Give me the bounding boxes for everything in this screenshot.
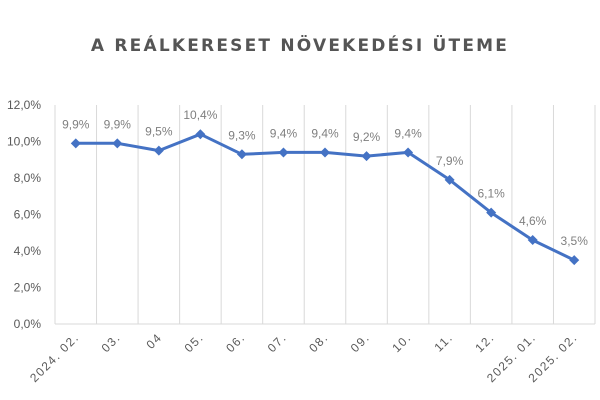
x-tick-label: 06.	[223, 330, 248, 355]
data-point-marker	[112, 138, 123, 149]
data-point-marker	[444, 174, 455, 185]
data-label: 9,9%	[62, 117, 90, 131]
data-label: 9,4%	[270, 126, 298, 140]
data-points	[70, 129, 580, 266]
x-tick-label: 10.	[389, 330, 414, 355]
data-label: 10,4%	[183, 108, 217, 122]
data-point-marker	[403, 147, 414, 158]
x-tick-label: 04	[144, 330, 165, 351]
x-tick-label: 11.	[431, 330, 455, 354]
data-point-marker	[278, 147, 289, 158]
data-label: 9,2%	[353, 130, 381, 144]
data-label: 7,9%	[436, 154, 464, 168]
data-point-marker	[486, 207, 497, 218]
x-tick-label: 09.	[348, 330, 373, 355]
y-tick-label: 4,0%	[14, 244, 42, 258]
data-point-marker	[195, 129, 206, 140]
y-tick-label: 10,0%	[7, 135, 41, 149]
data-label: 9,4%	[311, 126, 339, 140]
y-tick-label: 0,0%	[14, 317, 42, 331]
gridlines	[54, 105, 596, 324]
data-point-marker	[320, 147, 330, 158]
data-point-marker	[569, 255, 580, 266]
data-label: 9,3%	[228, 128, 256, 142]
x-tick-label: 08.	[306, 330, 331, 355]
data-labels: 9,9% 9,9% 9,5% 10,4% 9,3% 9,4% 9,4% 9,2% 9,4% 7,9…	[62, 108, 588, 248]
chart-title: A REÁLKERESET NÖVEKEDÉSI ÜTEME	[90, 36, 510, 56]
x-tick-label: 2024. 02.	[27, 330, 82, 385]
y-tick-label: 12,0%	[7, 98, 41, 112]
data-label: 9,4%	[394, 126, 422, 140]
data-label: 9,5%	[145, 125, 173, 139]
y-tick-label: 2,0%	[14, 281, 42, 295]
data-point-marker	[236, 149, 247, 160]
x-tick-label: 12.	[472, 330, 497, 355]
data-point-marker	[527, 235, 538, 246]
data-label: 3,5%	[561, 234, 589, 248]
x-tick-label: 05.	[182, 330, 207, 355]
data-point-marker	[153, 145, 164, 156]
y-tick-label: 8,0%	[14, 171, 42, 185]
axes: 0,0% 2,0% 4,0% 6,0% 8,0% 10,0% 12,0% 2024. 02. 0…	[7, 98, 595, 385]
data-label: 4,6%	[519, 214, 547, 228]
data-point-marker	[70, 138, 81, 149]
data-label: 6,1%	[477, 187, 505, 201]
data-label: 9,9%	[104, 117, 132, 131]
y-tick-label: 6,0%	[14, 208, 42, 222]
data-point-marker	[361, 151, 372, 162]
x-tick-label: 03.	[99, 330, 124, 355]
x-tick-label: 07.	[265, 330, 290, 355]
